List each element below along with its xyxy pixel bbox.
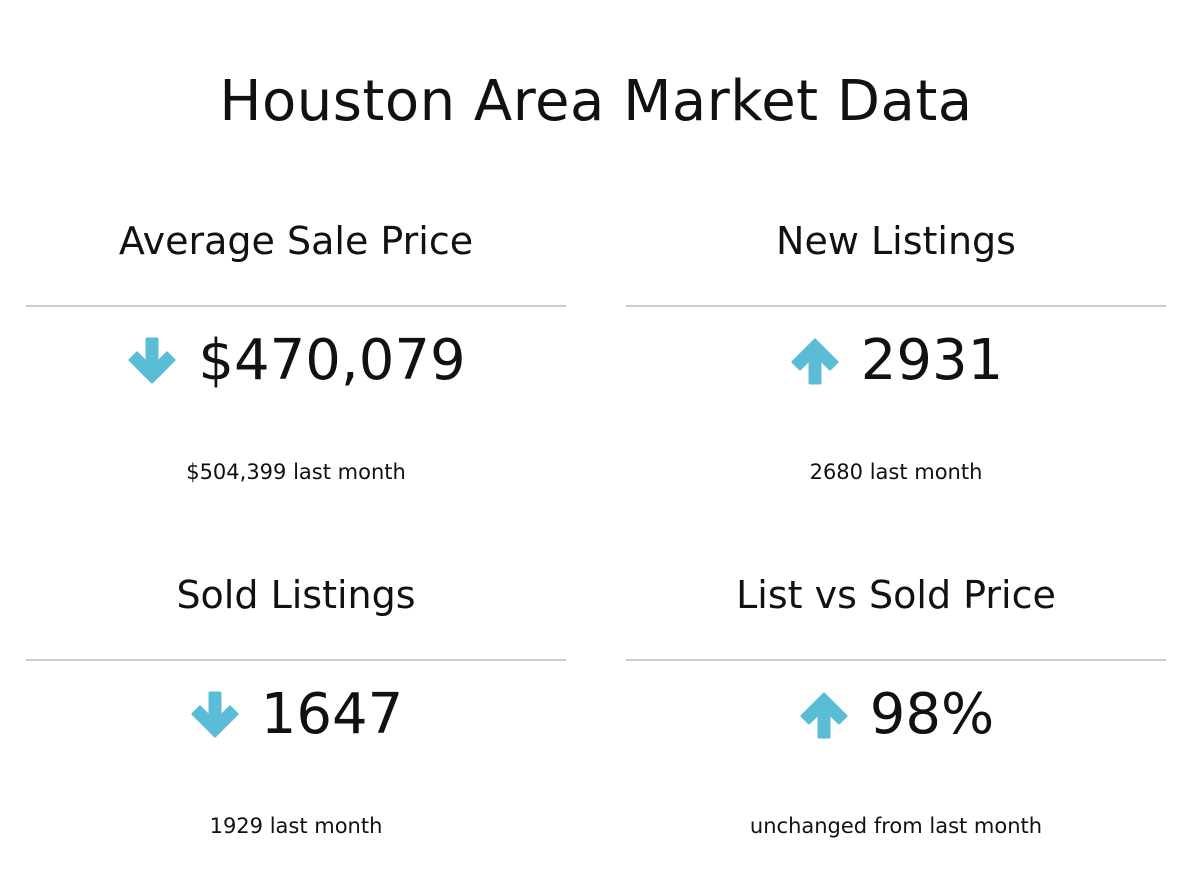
metric-heading: New Listings [776,219,1016,263]
metric-value-row: $470,079 [26,323,566,399]
divider [26,659,566,661]
metric-heading: List vs Sold Price [736,573,1056,617]
metric-sold-listings: Sold Listings 1647 1929 last month [26,559,566,859]
metric-heading: Average Sale Price [118,219,474,263]
page-title: Houston Area Market Data [219,69,973,134]
metric-value: $470,079 [198,328,466,393]
metric-comparison: 1929 last month [209,814,383,838]
metric-value-row: 98% [626,677,1166,753]
arrow-down-icon [191,691,239,738]
arrow-down-icon [128,337,176,384]
divider [626,305,1166,307]
metric-value: 2931 [860,328,1004,393]
divider [626,659,1166,661]
metric-comparison: 2680 last month [809,460,983,484]
metric-new-listings: New Listings 2931 2680 last month [626,205,1166,505]
metric-comparison: $504,399 last month [186,460,406,484]
metric-value-row: 1647 [26,677,566,753]
metric-value-row: 2931 [626,323,1166,399]
divider [26,305,566,307]
metric-value: 98% [869,682,995,747]
metric-heading: Sold Listings [176,573,416,617]
arrow-up-icon [800,692,848,739]
metric-value: 1647 [260,682,404,747]
metric-average-sale-price: Average Sale Price $470,079 $504,399 las… [26,205,566,505]
metric-comparison: unchanged from last month [749,814,1043,838]
metric-list-vs-sold-price: List vs Sold Price 98% unchanged from la… [626,559,1166,859]
arrow-up-icon [791,338,839,385]
